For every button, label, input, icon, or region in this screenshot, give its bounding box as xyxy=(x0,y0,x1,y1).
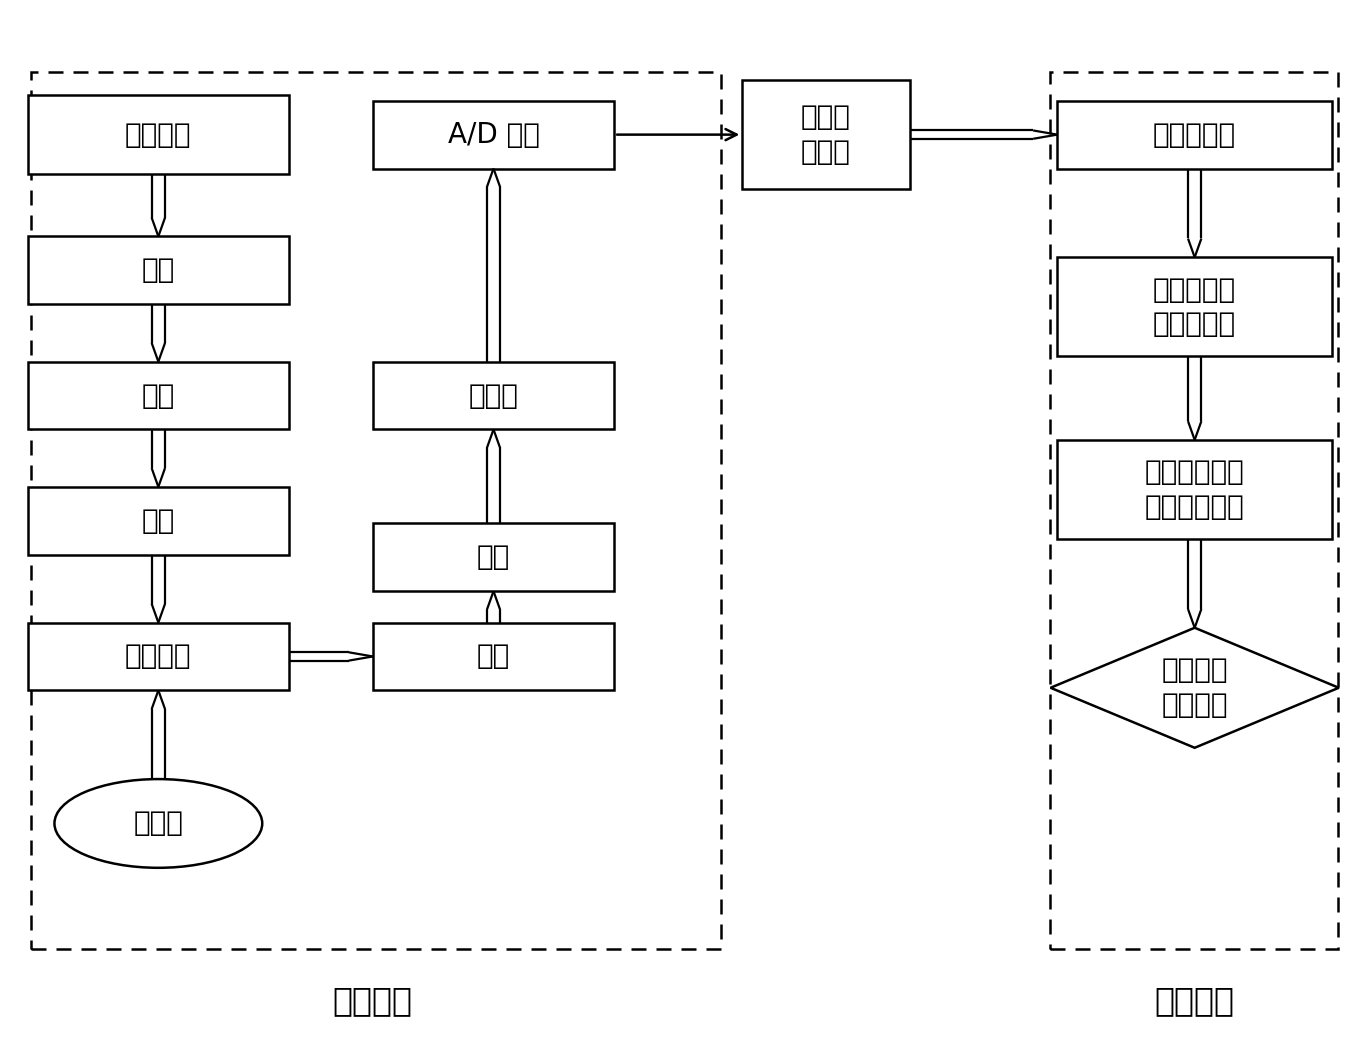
Bar xyxy=(31,72,722,949)
Bar xyxy=(27,96,289,174)
Text: 光谱预处理: 光谱预处理 xyxy=(1153,121,1236,148)
Text: 光谱仪: 光谱仪 xyxy=(468,382,518,409)
Text: A/D 转换: A/D 转换 xyxy=(448,121,540,148)
Text: 茶叶样本: 茶叶样本 xyxy=(125,121,192,148)
Bar xyxy=(1058,440,1331,539)
Bar xyxy=(1050,72,1338,949)
Bar xyxy=(27,237,289,304)
Polygon shape xyxy=(1051,628,1338,748)
Text: 数据处理: 数据处理 xyxy=(1155,985,1234,1017)
Text: 数据采集: 数据采集 xyxy=(333,985,413,1017)
Text: 求平均，获
取标准光谱: 求平均，获 取标准光谱 xyxy=(1153,276,1236,338)
Text: 混合研磨: 混合研磨 xyxy=(125,643,192,670)
Bar xyxy=(372,623,614,690)
Text: 压片: 压片 xyxy=(478,543,510,571)
Bar xyxy=(372,362,614,429)
Text: 粉碎: 粉碎 xyxy=(142,382,175,409)
Text: 鉴别茶叶
产地信息: 鉴别茶叶 产地信息 xyxy=(1161,656,1228,720)
Text: 红外灯: 红外灯 xyxy=(134,809,183,837)
Text: 烘干: 烘干 xyxy=(142,257,175,284)
Bar xyxy=(27,487,289,554)
Bar xyxy=(372,524,614,591)
Text: 称量: 称量 xyxy=(478,643,510,670)
Bar xyxy=(372,101,614,168)
Bar xyxy=(1058,101,1331,168)
Bar xyxy=(27,362,289,429)
Text: 光谱原
始数据: 光谱原 始数据 xyxy=(801,103,851,166)
Text: 过筛: 过筛 xyxy=(142,507,175,534)
Ellipse shape xyxy=(54,780,262,868)
Text: 求平均偏离，
得产地特征线: 求平均偏离， 得产地特征线 xyxy=(1145,459,1245,521)
Bar xyxy=(742,80,909,189)
Bar xyxy=(1058,258,1331,357)
Bar xyxy=(27,623,289,690)
